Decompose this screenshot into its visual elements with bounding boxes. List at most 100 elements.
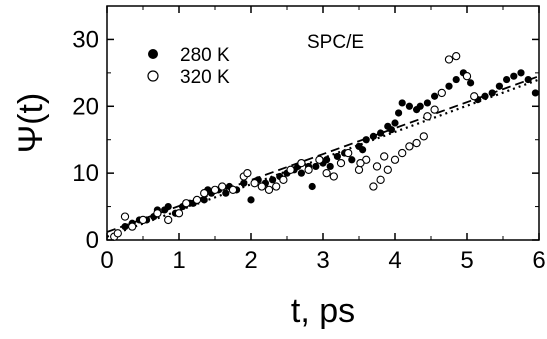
x-tick-label: 1 <box>172 247 185 274</box>
point-320k <box>329 172 338 181</box>
point-320k <box>182 199 191 208</box>
point-320k <box>138 215 148 225</box>
point-320k <box>250 179 259 188</box>
point-280k <box>240 179 248 187</box>
point-320k <box>356 158 365 168</box>
point-280k <box>395 109 403 117</box>
point-280k <box>524 75 532 84</box>
point-280k <box>467 79 475 87</box>
point-280k <box>297 169 305 177</box>
y-tick-label: 10 <box>72 160 99 187</box>
point-320k <box>218 182 227 191</box>
point-280k <box>431 92 439 100</box>
point-320k <box>470 92 479 101</box>
point-280k <box>222 189 230 197</box>
point-280k <box>312 162 320 171</box>
point-320k <box>354 165 364 174</box>
point-280k <box>369 132 377 140</box>
legend-label-320k: 320 K <box>180 67 230 88</box>
point-320k <box>297 158 306 168</box>
data-points <box>110 51 540 241</box>
y-axis-label: Ψ(t) <box>12 93 50 154</box>
point-280k <box>333 152 341 161</box>
point-320k <box>153 209 162 218</box>
model-annotation: SPC/E <box>307 32 364 53</box>
fit-line-dashed <box>106 75 540 233</box>
point-280k <box>377 129 385 137</box>
point-280k <box>416 102 424 110</box>
point-320k <box>383 165 392 174</box>
x-tick-label: 4 <box>388 247 401 274</box>
axis-ticks: 0 1 2 3 4 5 6 0 10 20 30 <box>72 6 546 274</box>
point-280k <box>517 69 525 77</box>
point-320k <box>128 222 137 231</box>
point-320k <box>264 185 274 195</box>
point-280k <box>362 136 370 144</box>
point-320k <box>286 165 295 174</box>
point-320k <box>380 152 389 161</box>
point-320k <box>376 175 385 184</box>
point-320k <box>174 209 184 218</box>
point-280k <box>387 126 395 134</box>
point-280k <box>510 72 518 80</box>
point-320k <box>336 158 346 168</box>
point-280k <box>398 99 406 107</box>
point-280k <box>405 102 413 110</box>
point-280k <box>164 202 172 211</box>
point-320k <box>419 132 428 141</box>
point-320k <box>257 182 266 191</box>
legend: 280 K 320 K <box>147 45 230 88</box>
point-280k <box>269 176 277 184</box>
y-tick-label: 0 <box>86 227 99 254</box>
point-320k <box>390 155 400 164</box>
point-280k <box>531 89 540 97</box>
point-320k <box>228 185 238 195</box>
point-280k <box>452 75 460 84</box>
x-tick-label: 2 <box>244 247 257 274</box>
point-320k <box>369 182 378 191</box>
point-320k <box>210 185 220 195</box>
point-320k <box>398 148 407 158</box>
y-tick-label: 30 <box>72 26 99 53</box>
point-280k <box>503 75 511 84</box>
point-320k <box>113 229 122 238</box>
point-280k <box>488 89 496 97</box>
point-280k <box>348 156 356 164</box>
legend-marker-280k <box>148 49 158 59</box>
point-280k <box>247 196 255 204</box>
point-280k <box>359 146 367 154</box>
point-320k <box>192 195 202 205</box>
point-280k <box>308 182 316 191</box>
point-320k <box>279 175 288 184</box>
point-280k <box>391 119 399 127</box>
x-tick-label: 0 <box>100 247 113 274</box>
point-320k <box>430 105 439 114</box>
x-tick-label: 6 <box>532 247 545 274</box>
point-320k <box>272 182 281 191</box>
point-320k <box>444 55 454 64</box>
legend-marker-320k <box>147 70 159 82</box>
point-280k <box>121 223 129 231</box>
point-320k <box>164 215 173 225</box>
point-280k <box>445 82 453 90</box>
point-320k <box>437 88 446 98</box>
x-tick-label: 3 <box>316 247 329 274</box>
point-280k <box>481 92 489 100</box>
point-320k <box>304 165 313 174</box>
legend-label-280k: 280 K <box>180 45 230 66</box>
x-axis-label: t, ps <box>291 292 355 330</box>
point-320k <box>344 148 353 158</box>
point-320k <box>462 72 472 81</box>
point-320k <box>423 112 432 121</box>
point-320k <box>120 212 130 221</box>
x-tick-label: 5 <box>460 247 473 274</box>
point-280k <box>200 196 208 204</box>
point-320k <box>315 155 324 164</box>
point-280k <box>423 99 431 107</box>
point-320k <box>243 168 252 178</box>
point-280k <box>323 156 331 164</box>
point-280k <box>326 162 334 171</box>
point-320k <box>200 189 209 198</box>
point-320k <box>412 138 421 148</box>
